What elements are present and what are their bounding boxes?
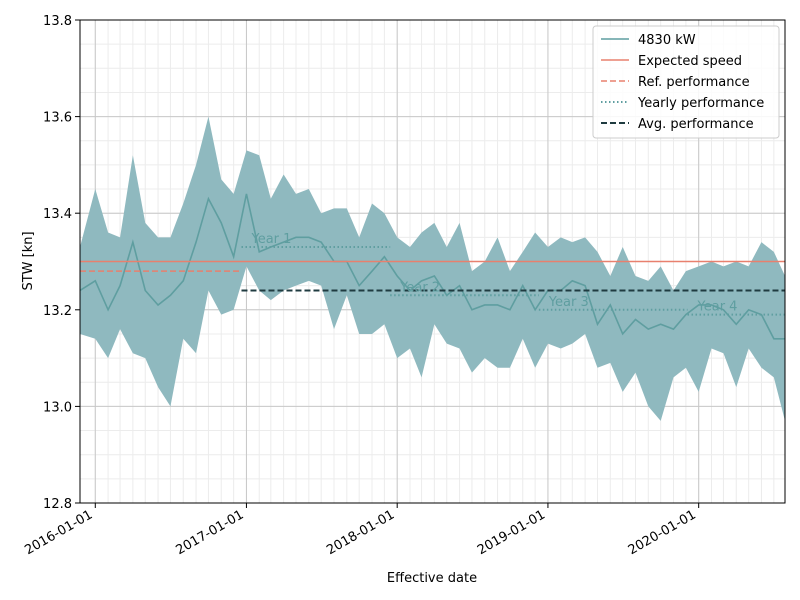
- series-4830kw-line: [79, 193, 785, 340]
- series-lines: [79, 193, 785, 340]
- x-tick-label: 2017-01-01: [174, 507, 247, 558]
- y-tick-label: 13.6: [43, 111, 72, 126]
- legend-label-expected: Expected speed: [638, 54, 742, 69]
- x-tick-label: 2016-01-01: [22, 507, 95, 558]
- legend-label-ref: Ref. performance: [638, 75, 750, 90]
- legend-label-avg: Avg. performance: [638, 117, 754, 132]
- confidence-band: [80, 116, 785, 421]
- legend-box: [592, 25, 780, 139]
- x-tick-label: 2018-01-01: [324, 507, 397, 558]
- year-label-2: Year 2: [399, 280, 440, 295]
- y-tick-label: 13.0: [43, 400, 72, 415]
- y-tick-label: 12.8: [43, 497, 72, 512]
- band-area: [80, 116, 785, 421]
- x-tick-label: 2019-01-01: [475, 507, 548, 558]
- year-label-1: Year 1: [250, 232, 291, 247]
- x-axis-label: Effective date: [387, 571, 477, 586]
- y-tick-label: 13.8: [43, 14, 72, 29]
- year-label-3: Year 3: [548, 295, 589, 310]
- legend: 4830 kW Expected speed Ref. performance …: [592, 25, 780, 139]
- plot-frame: [79, 19, 786, 504]
- year-labels: Year 1 Year 2 Year 3 Year 4: [250, 232, 737, 315]
- y-tick-label: 13.2: [43, 304, 72, 319]
- legend-label-yearly: Yearly performance: [637, 96, 764, 111]
- y-tick-label: 13.4: [43, 207, 72, 222]
- x-tick-label: 2020-01-01: [626, 507, 699, 558]
- legend-label-4830kw: 4830 kW: [638, 33, 696, 48]
- year-label-4: Year 4: [697, 300, 738, 315]
- y-axis-label: STW [kn]: [21, 231, 36, 290]
